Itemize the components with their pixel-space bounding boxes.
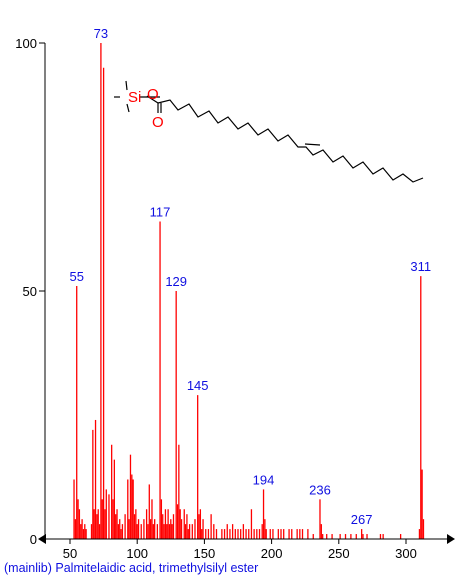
peak-label: 145 [187, 378, 209, 393]
structure-bonds [114, 80, 424, 183]
labels-layer: 55 73 117 129 145 194 236 267 311 [69, 26, 431, 527]
y-tick-label: 100 [15, 36, 37, 51]
y-tick-label: 50 [23, 284, 37, 299]
peak-label: 311 [410, 259, 431, 274]
compound-caption: (mainlib) Palmitelaidic acid, trimethyls… [4, 561, 259, 575]
x-tick-label: 300 [395, 546, 417, 561]
x-axis-right-arrow-icon [447, 534, 455, 544]
peak-label: 73 [94, 26, 108, 41]
x-tick-label: 50 [63, 546, 77, 561]
molecule-structure: Si O O [114, 80, 424, 183]
peak-label: 55 [69, 269, 83, 284]
peak-label: 267 [351, 512, 373, 527]
peak-label: 236 [309, 482, 331, 497]
atom-o-ester: O [147, 86, 159, 103]
x-tick-label: 250 [328, 546, 350, 561]
peaks-layer [73, 43, 425, 539]
x-tick-label: 100 [126, 546, 148, 561]
structure-heteroatoms: Si O O [128, 86, 164, 131]
atom-o-carbonyl: O [152, 114, 164, 131]
x-tick-label: 150 [194, 546, 216, 561]
peak-label: 117 [150, 205, 171, 220]
ticks-layer: 50 100 150 200 250 300 0 50 100 [15, 36, 417, 561]
atom-si: Si [128, 89, 141, 106]
y-tick-label: 0 [30, 532, 37, 547]
peak-label: 194 [253, 472, 275, 487]
x-tick-label: 200 [261, 546, 283, 561]
peak-label: 129 [165, 274, 187, 289]
